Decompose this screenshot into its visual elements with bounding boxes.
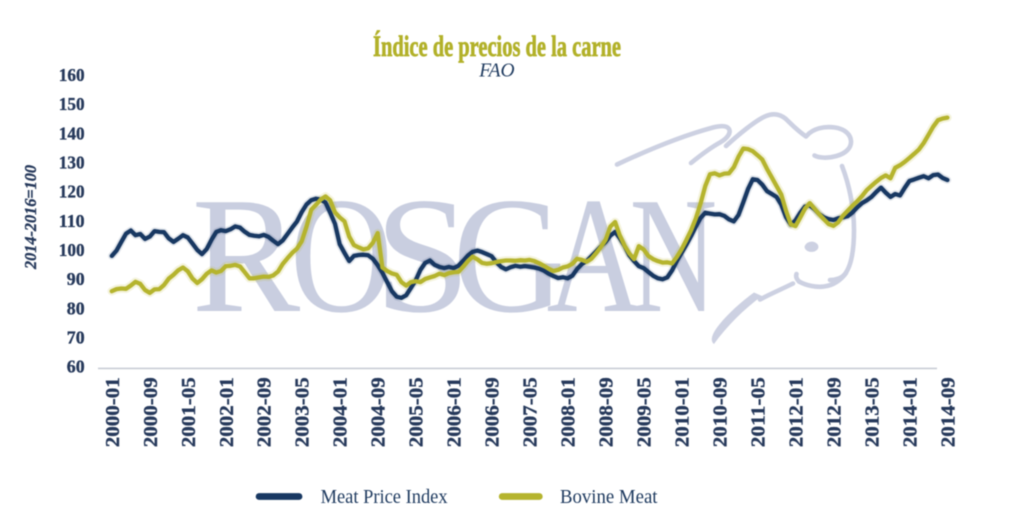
svg-text:R: R [192, 164, 301, 348]
svg-text:110: 110 [59, 211, 85, 231]
svg-text:Meat Price Index: Meat Price Index [321, 486, 448, 508]
svg-text:2007-05: 2007-05 [520, 377, 542, 447]
svg-text:2014-01: 2014-01 [900, 377, 922, 447]
svg-text:2006-09: 2006-09 [482, 377, 504, 447]
svg-text:150: 150 [59, 94, 85, 114]
svg-text:130: 130 [59, 152, 85, 172]
svg-text:2012-09: 2012-09 [824, 377, 846, 447]
svg-text:2012-01: 2012-01 [786, 377, 808, 447]
svg-text:160: 160 [59, 65, 85, 85]
svg-text:80: 80 [67, 298, 85, 318]
svg-text:2002-09: 2002-09 [254, 377, 276, 447]
svg-text:2010-01: 2010-01 [672, 377, 694, 447]
svg-text:S: S [374, 163, 470, 347]
svg-text:2002-01: 2002-01 [216, 377, 238, 447]
svg-text:2013-05: 2013-05 [862, 377, 884, 447]
svg-text:120: 120 [59, 182, 85, 202]
svg-text:2008-01: 2008-01 [558, 377, 580, 447]
svg-text:FAO: FAO [478, 60, 514, 82]
svg-text:2006-01: 2006-01 [444, 377, 466, 447]
svg-text:70: 70 [67, 327, 85, 347]
svg-text:2003-05: 2003-05 [292, 377, 314, 447]
svg-text:2009-05: 2009-05 [634, 377, 656, 447]
svg-text:2014-2016=100: 2014-2016=100 [21, 165, 40, 270]
svg-text:Bovine Meat: Bovine Meat [560, 486, 658, 508]
svg-text:Índice de precios de la carne: Índice de precios de la carne [373, 30, 621, 63]
svg-text:140: 140 [59, 123, 85, 143]
svg-text:2010-09: 2010-09 [710, 377, 732, 447]
svg-text:2004-01: 2004-01 [330, 377, 352, 447]
svg-text:2000-09: 2000-09 [140, 377, 162, 447]
svg-text:2014-09: 2014-09 [937, 377, 959, 447]
svg-text:2004-09: 2004-09 [368, 377, 390, 447]
svg-text:2011-05: 2011-05 [748, 377, 770, 447]
svg-text:2008-09: 2008-09 [596, 377, 618, 447]
svg-text:100: 100 [59, 240, 85, 260]
svg-text:2005-05: 2005-05 [406, 377, 428, 447]
svg-text:O: O [290, 164, 393, 348]
svg-text:60: 60 [67, 357, 85, 377]
svg-text:90: 90 [67, 269, 85, 289]
svg-text:2000-01: 2000-01 [102, 377, 124, 447]
svg-text:2001-05: 2001-05 [178, 377, 200, 447]
